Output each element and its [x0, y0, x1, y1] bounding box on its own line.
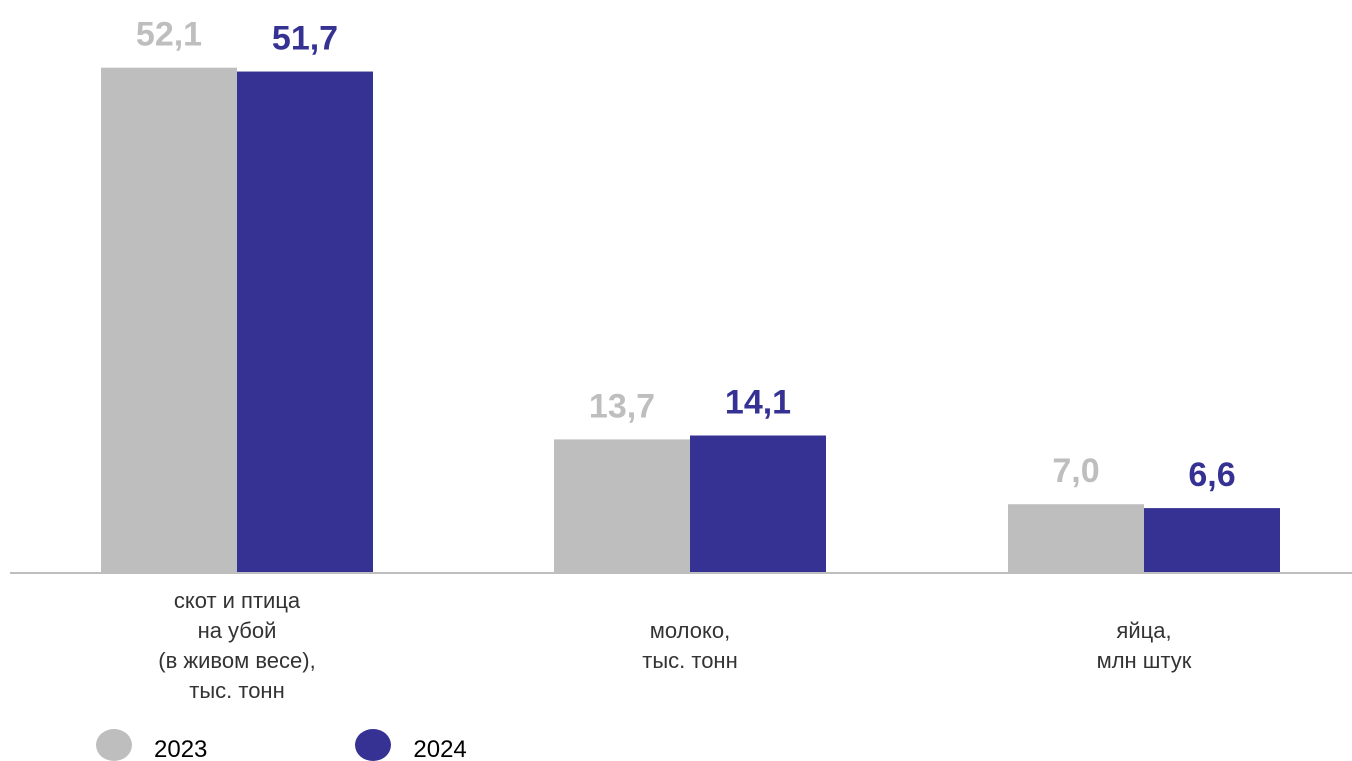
category-label-1-line-0: молоко, — [650, 618, 730, 643]
category-label-0-line-3: тыс. тонн — [189, 678, 284, 703]
bar-2023-1 — [554, 439, 690, 572]
legend-label-2024: 2024 — [413, 736, 467, 761]
data-label-2024-0: 51,7 — [272, 20, 338, 58]
category-label-0-line-2: (в живом весе), — [158, 648, 315, 673]
legend: 2023 2024 — [96, 729, 467, 761]
bar-2024-1 — [690, 435, 826, 572]
category-label-2-line-1: млн штук — [1097, 648, 1192, 673]
bar-2024-2 — [1144, 508, 1280, 572]
legend-label-2023: 2023 — [154, 736, 208, 761]
data-label-2024-1: 14,1 — [725, 384, 791, 422]
legend-swatch-2024 — [355, 729, 392, 761]
category-label-2-line-0: яйца, — [1116, 618, 1171, 643]
data-label-2023-1: 13,7 — [589, 387, 655, 425]
data-label-2023-0: 52,1 — [136, 16, 202, 54]
bar-2023-0 — [101, 67, 237, 572]
legend-item-2023: 2023 — [96, 729, 207, 761]
data-label-2023-2: 7,0 — [1052, 452, 1099, 490]
data-label-2024-2: 6,6 — [1188, 456, 1235, 494]
category-label-1-line-1: тыс. тонн — [642, 648, 737, 673]
bar-2024-0 — [237, 71, 373, 572]
legend-item-2024: 2024 — [355, 729, 467, 761]
legend-swatch-2023 — [96, 729, 132, 761]
bar-2023-2 — [1008, 504, 1144, 572]
category-label-0-line-1: на убой — [198, 618, 277, 643]
category-label-0-line-0: скот и птица — [174, 588, 301, 613]
